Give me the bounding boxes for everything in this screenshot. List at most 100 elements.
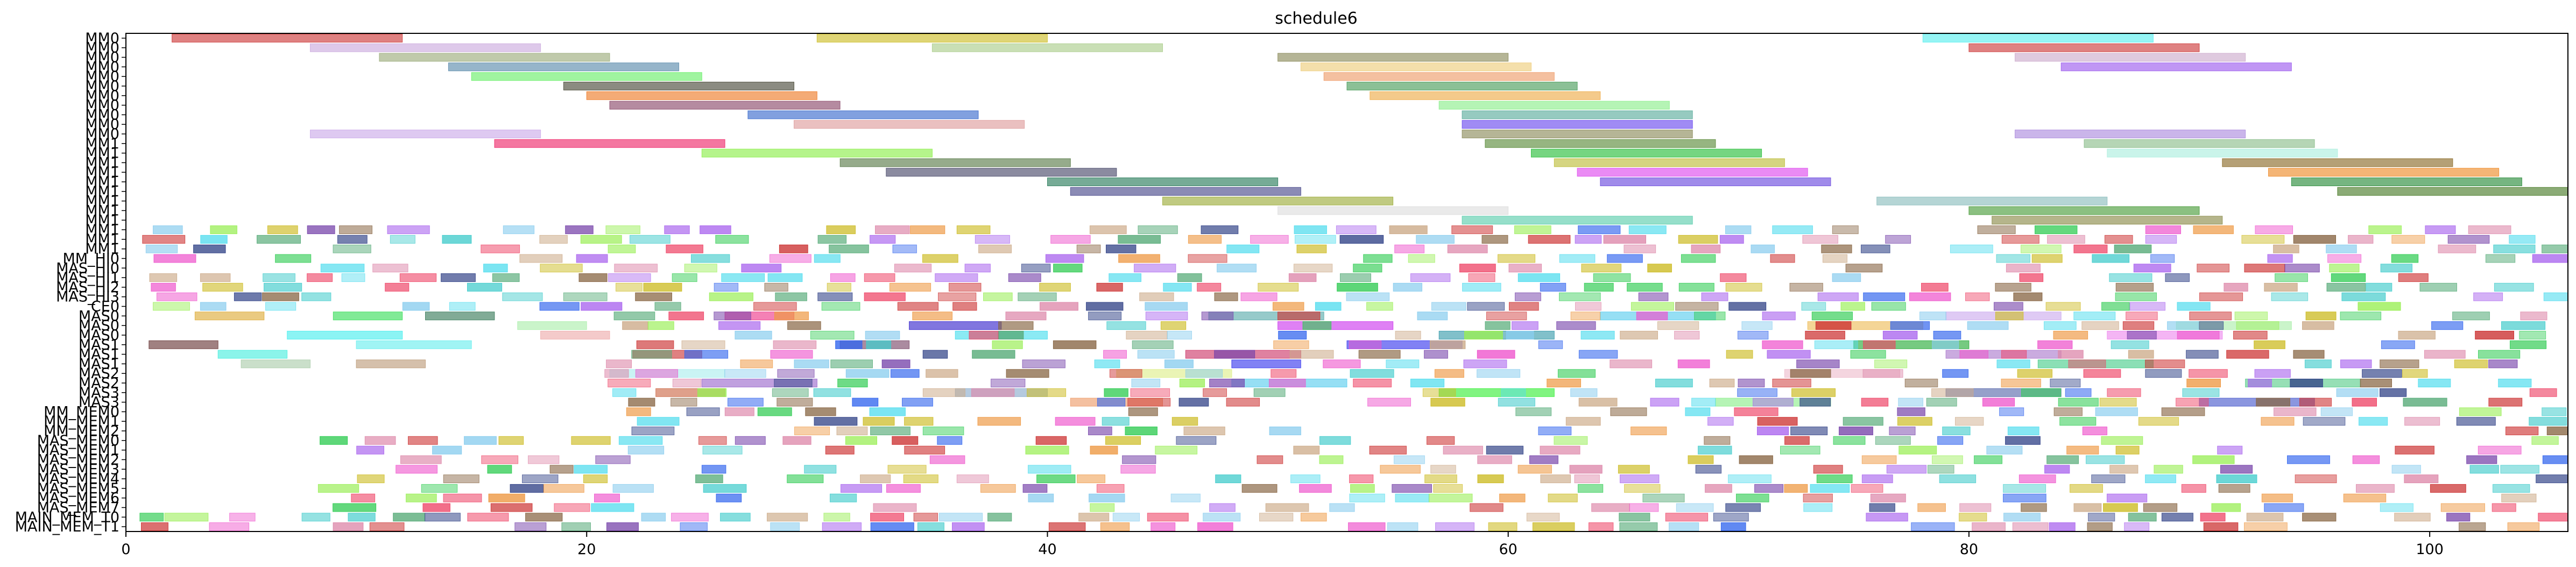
task-bar [267, 225, 298, 235]
task-bar [2193, 225, 2234, 235]
task-bar [2091, 474, 2126, 484]
task-bar [1481, 235, 1508, 244]
task-bar [333, 244, 371, 253]
task-bar [1897, 407, 1925, 416]
task-bar [1289, 350, 1334, 359]
task-bar [714, 282, 739, 292]
task-bar [1395, 493, 1429, 502]
task-bar [1607, 254, 1643, 263]
task-bar [2182, 388, 2220, 397]
task-bar [1688, 455, 1714, 464]
task-bar [2111, 340, 2149, 349]
task-bar [1336, 225, 1377, 235]
task-bar [2021, 388, 2062, 397]
task-bar [2066, 445, 2099, 455]
task-bar [830, 273, 856, 282]
task-bar [860, 474, 891, 484]
task-bar [1538, 340, 1563, 349]
task-bar [1581, 264, 1622, 273]
task-bar [1477, 350, 1515, 359]
task-bar [1427, 436, 1455, 445]
y-tick-label: MM0 [85, 126, 119, 143]
task-bar [1137, 350, 1175, 359]
task-bar [1430, 340, 1466, 349]
task-bar [422, 503, 450, 512]
task-bar [2138, 417, 2179, 426]
y-tick-label: MAS_HI3 [56, 289, 119, 306]
task-bar [2044, 465, 2070, 474]
task-bar [1927, 465, 1954, 474]
task-bar [886, 168, 1117, 177]
task-bar [2380, 503, 2413, 512]
task-bar [1904, 379, 1938, 387]
task-bar [1424, 474, 1457, 484]
task-bar [1509, 302, 1539, 311]
task-bar [890, 369, 920, 378]
task-bar [1589, 522, 1614, 531]
task-bar [1784, 436, 1810, 445]
task-bar [1515, 407, 1552, 416]
task-bar [827, 282, 851, 292]
y-tick-label: MM1 [85, 136, 119, 152]
task-bar [1048, 522, 1086, 531]
task-bar [956, 225, 991, 235]
task-bar [2380, 359, 2419, 368]
task-bar [1395, 331, 1421, 339]
task-bar [2150, 254, 2175, 263]
y-tick-label: MM1 [85, 164, 119, 181]
task-bar [864, 273, 895, 282]
task-bar [991, 379, 1026, 387]
task-bar [229, 513, 256, 522]
task-bar [2529, 388, 2557, 397]
task-bar [1959, 513, 1987, 522]
task-bar [385, 282, 410, 292]
task-bar [612, 388, 637, 397]
task-bar [200, 302, 227, 311]
task-bar [1104, 388, 1128, 397]
task-bar [1353, 264, 1382, 273]
task-bar [697, 388, 726, 397]
task-bar [922, 350, 948, 359]
task-bar [2438, 244, 2476, 253]
task-bar [1160, 321, 1187, 330]
task-bar [1109, 369, 1142, 378]
task-bar [1025, 445, 1069, 455]
task-bar [770, 522, 800, 531]
task-bar [494, 139, 725, 148]
task-bar [972, 350, 1015, 359]
task-bar [618, 436, 663, 445]
task-bar [1678, 235, 1718, 244]
task-bar [1815, 321, 1852, 330]
task-bar [1574, 474, 1600, 484]
task-bar [775, 292, 807, 301]
task-bar [1045, 254, 1084, 263]
y-tick-label: MAS2 [79, 375, 119, 392]
task-bar [1559, 292, 1601, 301]
task-bar [1805, 331, 1845, 339]
task-bar [1250, 235, 1289, 244]
task-bar [971, 388, 1015, 397]
y-tick-label: MAS_MEM2 [37, 451, 119, 468]
task-bar [2217, 445, 2243, 455]
task-bar [794, 359, 829, 368]
bars-layer [139, 33, 2568, 531]
task-bar [1754, 484, 1784, 493]
task-bar [2115, 282, 2154, 292]
task-bar [1789, 282, 1823, 292]
task-bar [2418, 379, 2451, 387]
task-bar [576, 254, 608, 263]
y-tick-label: MAS1 [79, 337, 119, 353]
task-bar [2302, 513, 2337, 522]
task-bar [2053, 331, 2088, 339]
task-bar [1627, 282, 1663, 292]
x-tick-label: 100 [2416, 541, 2444, 558]
task-bar [1955, 417, 1984, 426]
task-bar [1803, 493, 1833, 502]
task-bar [1443, 445, 1483, 455]
task-bar [1968, 43, 2200, 52]
task-bar [2092, 254, 2130, 263]
task-bar [2084, 139, 2315, 148]
task-bar [561, 522, 591, 531]
task-bar [2254, 340, 2285, 349]
task-bar [1917, 503, 1946, 512]
